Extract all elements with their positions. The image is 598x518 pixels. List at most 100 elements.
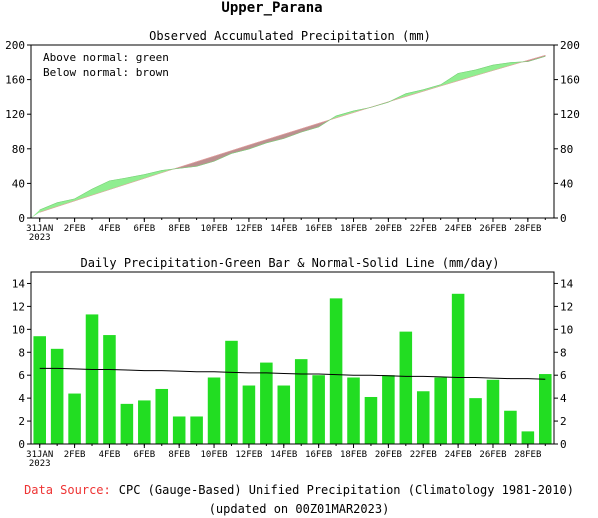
top-xtick-label: 14FEB: [270, 224, 297, 234]
bottom-ytick-label-right: 4: [560, 392, 567, 405]
daily-precip-bar: [399, 331, 413, 444]
bottom-ytick-label-left: 2: [18, 415, 25, 428]
daily-normal-line: [39, 367, 546, 380]
daily-precip-bar: [382, 375, 395, 444]
bottom-xtick-label: 22FEB: [410, 450, 437, 460]
top-xtick-label: 18FEB: [340, 224, 367, 234]
data-source-line: Data Source: CPC (Gauge-Based) Unified Pr…: [24, 483, 574, 497]
top-xtick-year: 2023: [29, 233, 51, 243]
bottom-xtick-label: 20FEB: [375, 450, 402, 460]
top-ytick-label-right: 0: [560, 212, 567, 225]
top-xtick-label: 20FEB: [375, 224, 402, 234]
daily-precip-bar: [260, 362, 273, 444]
bottom-xtick-year: 2023: [29, 459, 51, 469]
daily-precip-bar: [294, 359, 308, 444]
top-xtick-label: 12FEB: [235, 224, 262, 234]
daily-precip-bar: [138, 400, 151, 444]
below-normal-band: [231, 144, 250, 154]
top-xtick-label: 8FEB: [168, 224, 190, 234]
legend-below-normal: Below normal: brown: [43, 66, 169, 79]
bottom-xtick-label: 4FEB: [99, 450, 121, 460]
bottom-xtick-label: 6FEB: [133, 450, 155, 460]
bottom-chart-title: Daily Precipitation-Green Bar & Normal-S…: [80, 256, 499, 270]
top-ytick-label-right: 120: [560, 108, 580, 121]
daily-precip-bar: [155, 388, 169, 444]
bottom-ytick-label-left: 0: [18, 438, 25, 451]
daily-precip-bar: [190, 416, 203, 444]
bottom-ytick-label-right: 12: [560, 300, 573, 313]
daily-precip-bar: [451, 293, 465, 444]
above-normal-band: [144, 170, 162, 179]
bottom-ytick-label-left: 14: [12, 277, 26, 290]
daily-precip-bar: [207, 377, 221, 444]
normal-accum-line: [39, 55, 546, 213]
bottom-ytick-label-right: 8: [560, 346, 567, 359]
bottom-xtick-label: 10FEB: [201, 450, 228, 460]
data-source-text: CPC (Gauge-Based) Unified Precipitation …: [119, 483, 574, 497]
top-xtick-label: 28FEB: [514, 224, 541, 234]
below-normal-band: [213, 150, 232, 162]
top-xtick-label: 16FEB: [305, 224, 332, 234]
top-ytick-label-right: 40: [560, 177, 573, 190]
daily-precip-bar: [329, 298, 343, 444]
top-xtick-label: 4FEB: [99, 224, 121, 234]
daily-precip-bar: [33, 336, 46, 444]
daily-precip-bar: [521, 431, 535, 444]
bottom-xtick-label: 28FEB: [514, 450, 541, 460]
daily-precip-bar: [434, 377, 447, 444]
top-ytick-label-right: 80: [560, 143, 573, 156]
page-title: Upper_Parana: [221, 0, 322, 16]
daily-precip-bar: [364, 396, 378, 444]
bottom-ytick-label-left: 4: [18, 392, 25, 405]
daily-precip-bar: [486, 379, 500, 444]
bottom-xtick-label: 12FEB: [235, 450, 262, 460]
daily-precip-bar: [469, 398, 482, 444]
daily-precip-bar: [312, 375, 325, 444]
bottom-xtick-label: 16FEB: [305, 450, 332, 460]
bottom-ytick-label-right: 2: [560, 415, 567, 428]
bottom-ytick-label-left: 12: [12, 300, 25, 313]
top-xtick-label: 24FEB: [445, 224, 472, 234]
bottom-plot-area: [33, 293, 552, 444]
top-chart-title: Observed Accumulated Precipitation (mm): [149, 29, 431, 43]
bottom-xtick-label: 14FEB: [270, 450, 297, 460]
top-ytick-label-left: 0: [18, 212, 25, 225]
accumulated-precip-chart: Observed Accumulated Precipitation (mm) …: [5, 29, 580, 243]
data-source-label: Data Source:: [24, 483, 111, 497]
top-xtick-label: 31JAN: [26, 224, 53, 234]
daily-precip-bar: [277, 385, 291, 444]
bottom-xtick-label: 2FEB: [64, 450, 86, 460]
daily-precip-bar: [539, 374, 552, 444]
observed-accum-line: [39, 56, 546, 211]
top-ytick-label-left: 80: [12, 143, 25, 156]
daily-precip-chart: Daily Precipitation-Green Bar & Normal-S…: [12, 256, 574, 469]
bottom-ytick-label-right: 14: [560, 277, 574, 290]
bottom-ytick-label-left: 6: [18, 369, 25, 382]
daily-precip-bar: [225, 340, 238, 444]
bottom-ytick-label-left: 8: [18, 346, 25, 359]
top-ytick-label-right: 200: [560, 39, 580, 52]
bottom-xtick-label: 18FEB: [340, 450, 367, 460]
above-normal-band: [31, 209, 40, 218]
bottom-chart-frame: [30, 271, 555, 445]
top-xtick-label: 26FEB: [479, 224, 506, 234]
bottom-xtick-label: 31JAN: [26, 450, 53, 460]
top-xtick-label: 6FEB: [133, 224, 155, 234]
below-normal-band: [196, 155, 215, 167]
daily-precip-bar: [50, 348, 64, 444]
daily-precip-bar: [85, 314, 99, 444]
bottom-ytick-label-right: 0: [560, 438, 567, 451]
daily-precip-bar: [120, 403, 134, 444]
top-xtick-label: 2FEB: [64, 224, 86, 234]
daily-precip-bar: [103, 335, 116, 444]
bottom-xtick-label: 24FEB: [445, 450, 472, 460]
daily-precip-bar: [416, 391, 430, 444]
bottom-xtick-label: 8FEB: [168, 450, 190, 460]
updated-timestamp: (updated on 00Z01MAR2023): [209, 502, 390, 516]
bottom-ytick-label-right: 10: [560, 323, 573, 336]
top-plot-area: [31, 54, 546, 218]
daily-precip-bar: [504, 410, 517, 444]
